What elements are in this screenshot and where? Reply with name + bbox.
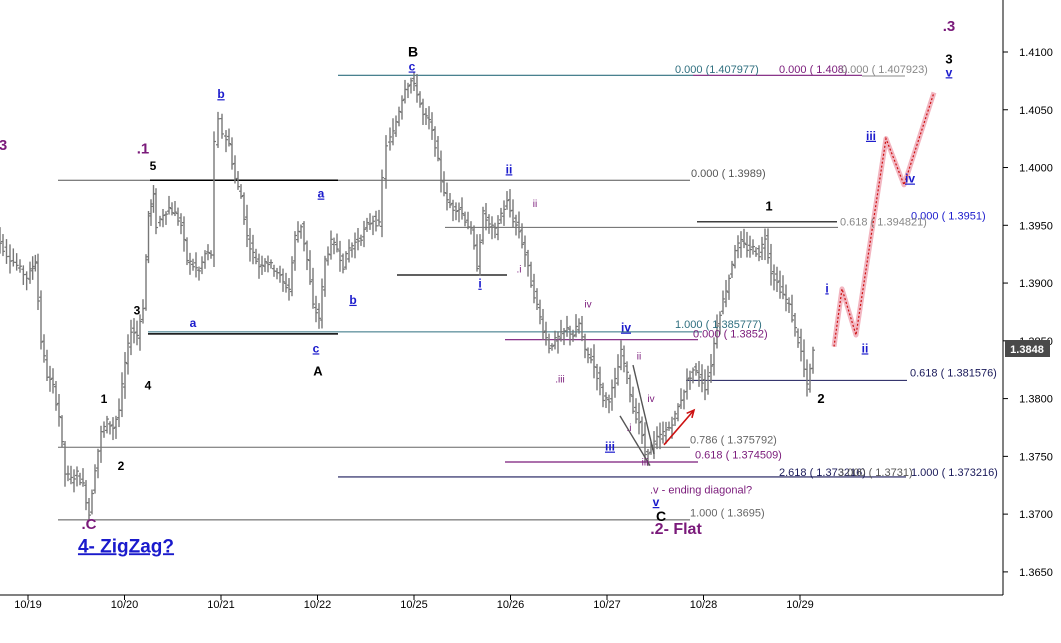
level-label: 1.000 ( 1.3695)	[690, 507, 765, 519]
wave-label: .C	[82, 516, 97, 533]
wave-label: iv	[905, 172, 915, 186]
wave-label: ii	[637, 351, 641, 362]
wave-label: iv	[584, 299, 591, 310]
x-axis-ticks: 10/19 10/20 10/21 10/22 10/25 10/26 10/27 10/28…	[14, 595, 814, 611]
wave-label: b	[217, 87, 224, 101]
wave-label: c	[409, 59, 416, 73]
wave-projection	[831, 91, 937, 347]
y-tick-label: 1.4100	[1019, 47, 1053, 59]
price-bars	[0, 72, 815, 521]
y-tick-label: 1.4000	[1019, 163, 1053, 175]
x-tick-label: 10/25	[400, 599, 428, 611]
x-tick-label: 10/27	[593, 599, 621, 611]
wave-label: .2- Flat	[650, 521, 702, 538]
wave-label: c	[313, 341, 320, 355]
x-tick-label: 10/26	[497, 599, 525, 611]
level-label: 0.000 ( 1.407923)	[841, 64, 928, 76]
wave-label: 3	[0, 137, 7, 154]
level-label: 0.618 ( 1.381576)	[910, 368, 997, 380]
x-tick-label: 10/19	[14, 599, 42, 611]
wave-label: iii	[866, 129, 876, 143]
x-tick-label: 10/28	[690, 599, 718, 611]
y-tick-label: 1.3800	[1019, 394, 1053, 406]
wave-label: 4	[145, 378, 152, 392]
level-label: 0.000 ( 1.408)	[779, 64, 848, 76]
wave-label: .i	[517, 265, 522, 276]
y-tick-label: 1.3700	[1019, 509, 1053, 521]
level-label: 3.000 ( 1.3731)	[838, 467, 913, 479]
y-tick-label: 1.4050	[1019, 105, 1053, 117]
wave-label: 1	[765, 198, 772, 213]
wave-label: .i	[627, 423, 632, 434]
last-price-label: 1.3848	[1010, 344, 1044, 356]
wave-label: a	[190, 316, 197, 330]
wave-label: a	[318, 187, 325, 201]
wave-label: iii	[605, 440, 615, 454]
wave-label: 5	[150, 159, 157, 173]
wave-label: v	[946, 65, 953, 79]
y-axis-ticks: 1.36501.37001.37501.38001.38501.39001.39…	[1003, 47, 1053, 579]
level-label: 2.618 ( 1.373216)	[779, 467, 866, 479]
diagonal-guide-line	[632, 364, 655, 455]
fibonacci-levels	[58, 74, 907, 521]
level-label: 0.000 ( 1.3989)	[691, 168, 766, 180]
wave-label: .v - ending diagonal?	[650, 484, 752, 496]
x-tick-label: 10/29	[786, 599, 814, 611]
wave-label: 3	[134, 303, 141, 317]
level-label: 0.000 ( 1.3852)	[693, 328, 768, 340]
wave-label: 2	[817, 391, 824, 406]
wave-label: iv	[621, 321, 631, 335]
red-arrow-line	[663, 409, 695, 446]
wave-label: .3	[943, 18, 956, 35]
wave-label: b	[349, 293, 356, 307]
wave-label: v	[653, 495, 660, 509]
wave-label: 2	[118, 459, 125, 473]
wave-label: iv	[647, 394, 654, 405]
red-arrow-head	[686, 408, 696, 419]
level-label: 1.000 ( 1.373216)	[911, 467, 998, 479]
x-tick-label: 10/21	[207, 599, 235, 611]
wave-label: ii	[533, 199, 537, 210]
last-price-marker: 1.3848	[1005, 340, 1050, 357]
axes: 1.36501.37001.37501.38001.38501.39001.39…	[0, 0, 1053, 611]
wave-label: iii	[642, 458, 649, 469]
last-price-box	[1005, 340, 1050, 357]
y-tick-label: 1.3650	[1019, 567, 1053, 579]
level-label: 0.618 ( 1.374509)	[695, 450, 782, 462]
level-label: 0.000 (1.407977)	[675, 64, 759, 76]
wave-label: B	[408, 44, 418, 60]
wave-label: ii	[862, 341, 869, 355]
guide-lines	[619, 364, 696, 466]
wave-labels: 3.15baBciiii.iiabcA3412.Civiv.iiiiiiv.ii…	[0, 18, 955, 557]
y-tick-label: 1.3900	[1019, 278, 1053, 290]
wave-label: A	[313, 363, 323, 378]
y-tick-label: 1.3750	[1019, 451, 1053, 463]
wave-label: 1	[101, 392, 108, 406]
wave-label: ii	[506, 162, 513, 176]
wave-label: .iii	[555, 374, 564, 385]
level-label: 0.786 ( 1.375792)	[690, 435, 777, 447]
projection-path	[833, 92, 935, 347]
level-label: 1.000 ( 1.385777)	[675, 319, 762, 331]
x-tick-label: 10/20	[111, 599, 139, 611]
wave-label: C	[656, 508, 666, 524]
wave-label: i	[478, 277, 481, 291]
x-tick-label: 10/22	[304, 599, 332, 611]
y-tick-label: 1.3950	[1019, 220, 1053, 232]
diagonal-guide-line	[619, 415, 651, 466]
wave-label: i	[825, 281, 828, 295]
chart-title-label: 4- ZigZag?	[78, 536, 174, 557]
wave-label: .1	[137, 141, 150, 158]
level-label: 0.618 ( 1.394821)	[840, 216, 927, 228]
fibonacci-level-labels: 0.000 (1.407977) 0.000 ( 1.408)0.000 ( 1.…	[675, 64, 998, 520]
level-label: 0.000 ( 1.3951)	[911, 211, 986, 223]
wave-label: 3	[945, 52, 952, 67]
